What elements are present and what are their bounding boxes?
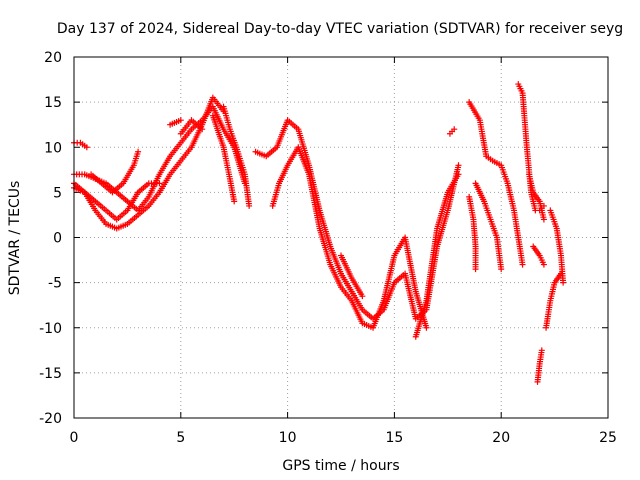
data-point xyxy=(472,266,479,273)
series-track-f xyxy=(167,117,184,128)
data-point xyxy=(540,261,547,268)
data-point xyxy=(156,180,163,187)
series-track-c xyxy=(71,180,163,223)
data-point xyxy=(177,117,184,124)
data-point xyxy=(246,202,253,209)
chart-title: Day 137 of 2024, Sidereal Day-to-day VTE… xyxy=(57,21,623,37)
data-point xyxy=(451,126,458,133)
data-point xyxy=(519,261,526,268)
y-tick-label: 20 xyxy=(44,50,62,66)
data-point xyxy=(359,293,366,300)
data-points xyxy=(71,81,567,385)
x-tick-label: 5 xyxy=(176,430,185,446)
series-track-p xyxy=(472,180,505,273)
axis-ticks: 0 5 10 15 20 25 -20 -15 -10 -5 0 5 10 15 20 xyxy=(39,50,617,446)
series-track-i xyxy=(209,112,238,205)
x-axis-label: GPS time / hours xyxy=(282,458,399,474)
data-point xyxy=(135,148,142,155)
data-point xyxy=(538,347,545,354)
series-track-w xyxy=(530,243,547,268)
y-tick-label: -20 xyxy=(39,411,62,427)
data-point xyxy=(423,324,430,331)
x-tick-label: 25 xyxy=(599,430,617,446)
series-track-n xyxy=(446,126,458,137)
series-track-h xyxy=(220,103,253,209)
series-track-j xyxy=(252,117,462,322)
x-tick-label: 0 xyxy=(70,430,79,446)
y-tick-label: 0 xyxy=(53,231,62,247)
data-point xyxy=(498,266,505,273)
series-track-l xyxy=(338,252,366,300)
x-tick-label: 10 xyxy=(279,430,297,446)
data-point xyxy=(199,126,206,133)
grid xyxy=(74,57,608,418)
x-tick-label: 15 xyxy=(385,430,403,446)
y-tick-label: -5 xyxy=(48,276,62,292)
series-track-a xyxy=(71,103,248,214)
data-point xyxy=(558,270,565,277)
series-track-r xyxy=(515,81,547,214)
y-tick-label: 10 xyxy=(44,140,62,156)
data-point xyxy=(540,216,547,223)
series-track-o xyxy=(466,99,526,268)
series-track-e xyxy=(88,148,142,196)
y-tick-label: -10 xyxy=(39,321,62,337)
data-point xyxy=(455,162,462,169)
y-tick-label: 5 xyxy=(53,185,62,201)
y-tick-label: -15 xyxy=(39,366,62,382)
x-tick-label: 20 xyxy=(492,430,510,446)
y-tick-label: 15 xyxy=(44,95,62,111)
data-point xyxy=(560,279,567,286)
series-track-b xyxy=(71,94,227,232)
data-point xyxy=(455,171,462,178)
series-track-v xyxy=(543,270,565,331)
series-track-g xyxy=(177,117,206,137)
y-axis-label: SDTVAR / TECUs xyxy=(7,181,23,296)
series-track-s xyxy=(525,171,547,223)
data-point xyxy=(231,198,238,205)
series-track-u xyxy=(534,347,545,385)
data-point xyxy=(83,144,90,151)
series-track-q xyxy=(466,193,479,273)
series-track-k xyxy=(269,144,430,331)
series-track-m xyxy=(412,171,462,340)
plot-frame xyxy=(73,56,609,419)
